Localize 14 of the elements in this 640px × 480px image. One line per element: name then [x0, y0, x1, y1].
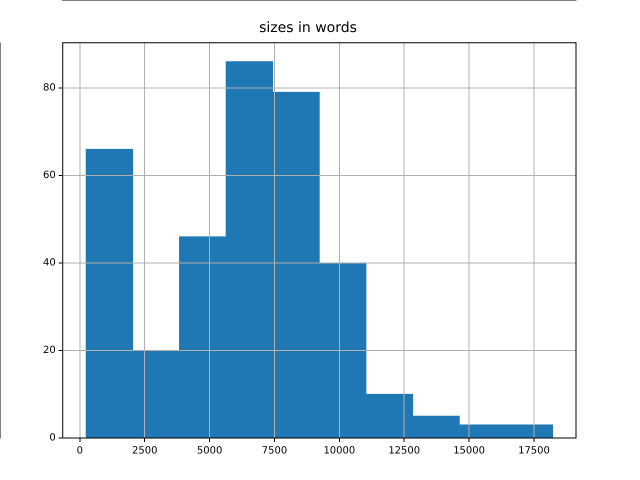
x-tick-label: 2500	[132, 446, 158, 457]
y-tick-label: 60	[42, 170, 56, 181]
x-tick-label: 15000	[453, 446, 486, 457]
x-tick-label: 17500	[518, 446, 550, 457]
x-tick-label: 12500	[388, 446, 420, 457]
y-tick-label: 80	[42, 82, 56, 94]
chart-title: sizes in words	[259, 20, 357, 36]
x-tick-label: 5000	[196, 446, 222, 457]
x-tick-label: 0	[76, 446, 84, 457]
x-tick-label: 10000	[323, 446, 356, 457]
y-tick-label: 0	[49, 432, 56, 444]
y-tick-label: 40	[42, 258, 56, 269]
y-tick-label: 20	[42, 345, 56, 356]
x-tick-label: 7500	[262, 446, 288, 457]
